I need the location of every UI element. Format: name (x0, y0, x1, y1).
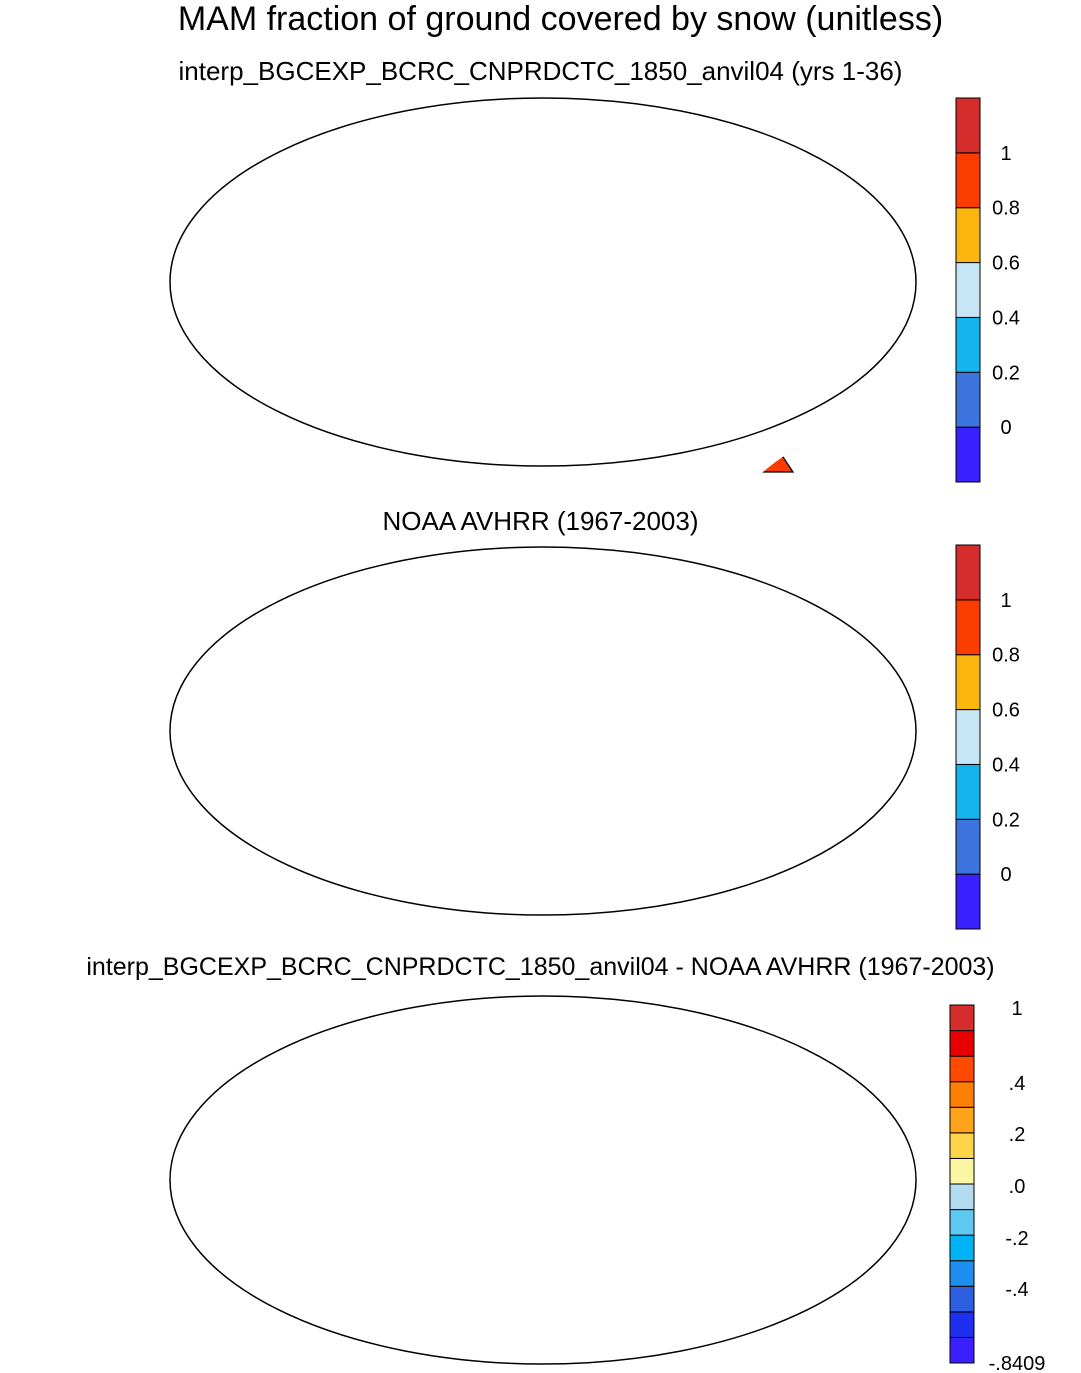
colorbar-swatch (955, 599, 981, 656)
colorbar-tick-label: 0.6 (992, 700, 1020, 722)
colorbar-swatch (949, 1004, 975, 1032)
map-panel-3 (169, 995, 917, 1365)
colorbar-swatch (955, 426, 981, 483)
map-border-1 (169, 97, 917, 467)
colorbar-1: 0 0.2 0.4 0.6 0.8 1 (955, 97, 1020, 483)
colorbar-2: 0 0.2 0.4 0.6 0.8 1 (955, 544, 1020, 930)
colorbar-swatch (949, 1209, 975, 1236)
colorbar-tick-label: .2 (1009, 1124, 1026, 1146)
colorbar-swatch (949, 1285, 975, 1313)
map-panel-2 (169, 546, 917, 916)
map-border-2 (169, 546, 917, 916)
colorbar-swatch (955, 763, 981, 820)
colorbar-swatch (949, 1234, 975, 1262)
colorbar-tick-label: 1 (1000, 590, 1011, 612)
colorbar-swatch (949, 1030, 975, 1057)
colorbar-swatch (949, 1106, 975, 1134)
panel-2-title: NOAA AVHRR (1967-2003) (382, 506, 699, 536)
colorbar-swatch (955, 262, 981, 318)
colorbar-tick-label: 0.6 (992, 253, 1020, 275)
colorbar-swatch (949, 1081, 975, 1108)
panel-3-title: interp_BGCEXP_BCRC_CNPRDCTC_1850_anvil04… (86, 953, 995, 981)
colorbar-swatch (955, 654, 981, 711)
map-panel-1 (169, 97, 917, 473)
colorbar-tick-label: -.4 (1005, 1279, 1028, 1301)
colorbar-swatch (949, 1311, 975, 1338)
colorbar-tick-label: .4 (1009, 1073, 1026, 1095)
colorbar-swatch (955, 818, 981, 875)
colorbar-swatch (955, 316, 981, 373)
colorbar-tick-label: 0.8 (992, 645, 1020, 667)
colorbar-tick-label: 0.8 (992, 198, 1020, 220)
colorbar-tick-label: 0.4 (992, 754, 1020, 776)
colorbar-swatch (955, 152, 981, 209)
map-border-3 (169, 995, 917, 1365)
colorbar-tick-label: -.8409 (989, 1353, 1046, 1373)
colorbar-tick-label: 1 (1011, 998, 1022, 1020)
colorbar-swatch (955, 97, 981, 154)
colorbar-swatch (955, 873, 981, 930)
colorbar-tick-label: -.2 (1005, 1228, 1028, 1250)
colorbar-swatch (949, 1157, 975, 1185)
figure-title: MAM fraction of ground covered by snow (… (177, 0, 944, 38)
colorbar-swatch (955, 371, 981, 428)
colorbar-swatch (949, 1055, 975, 1083)
colorbar-tick-label: 0.2 (992, 362, 1020, 384)
colorbar-tick-label: 0 (1000, 417, 1011, 439)
colorbar-tick-label: 0 (1000, 864, 1011, 886)
colorbar-3: 1 .4 .2 .0 -.2 -.4 -.8409 (949, 998, 1046, 1373)
colorbar-swatch (949, 1183, 975, 1211)
colorbar-swatch (955, 207, 981, 264)
colorbar-swatch (955, 544, 981, 601)
panel-1-title: interp_BGCEXP_BCRC_CNPRDCTC_1850_anvil04… (178, 56, 903, 86)
colorbar-tick-label: 0.4 (992, 307, 1020, 329)
colorbar-swatch (949, 1336, 975, 1364)
colorbar-tick-label: .0 (1009, 1176, 1026, 1198)
colorbar-swatch (949, 1260, 975, 1287)
colorbar-tick-label: 1 (1000, 143, 1011, 165)
colorbar-tick-label: 0.2 (992, 809, 1020, 831)
colorbar-swatch (955, 709, 981, 765)
colorbar-swatch (949, 1132, 975, 1159)
